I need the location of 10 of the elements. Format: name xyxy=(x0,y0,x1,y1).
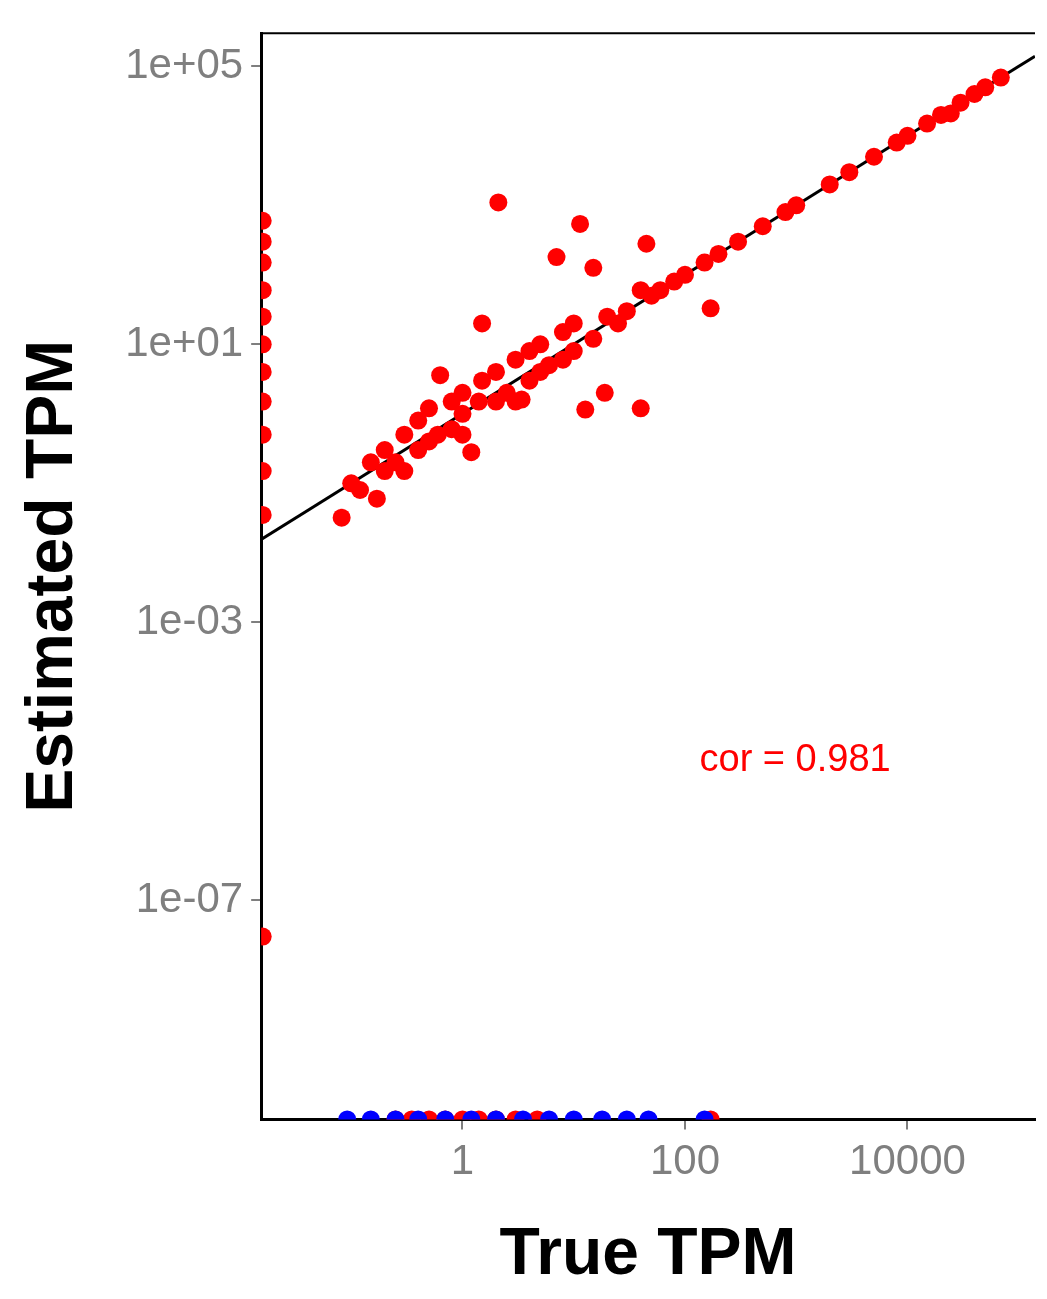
x-tick-label: 10000 xyxy=(849,1136,966,1184)
x-tick-label: 100 xyxy=(649,1136,721,1184)
y-tick-label: 1e-03 xyxy=(135,595,244,643)
y-tick-label: 1e-07 xyxy=(135,873,244,921)
y-axis-title: Estimated TPM xyxy=(11,339,86,813)
y-tick-label: 1e+05 xyxy=(125,39,244,87)
x-tick-label: 1 xyxy=(450,1136,475,1184)
annotation: cor = 0.981 xyxy=(699,737,891,780)
x-axis-title: True TPM xyxy=(499,1213,797,1288)
y-tick-label: 1e+01 xyxy=(125,317,244,365)
